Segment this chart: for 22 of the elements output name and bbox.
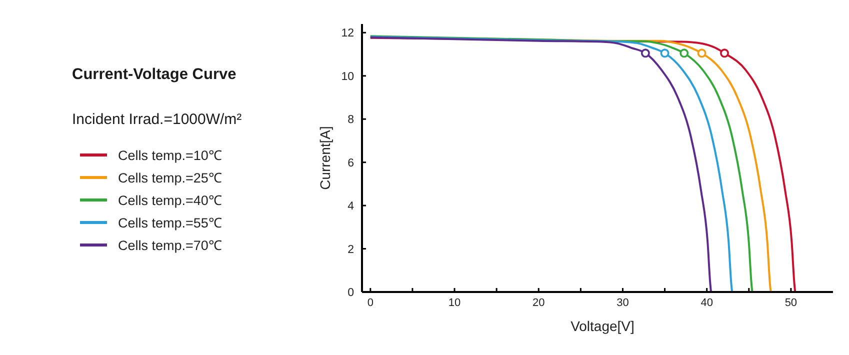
y-tick-label: 6 [348, 157, 354, 170]
legend-label: Cells temp.=70℃ [118, 238, 222, 253]
legend-label: Cells temp.=40℃ [118, 193, 222, 208]
x-axis-title: Voltage[V] [570, 318, 634, 334]
x-tick-label: 30 [616, 297, 629, 309]
y-tick-label: 8 [348, 114, 354, 126]
y-tick-label: 10 [341, 70, 354, 83]
text: Incident Irrad.=1000W/m² [72, 111, 242, 128]
x-tick-label: 0 [367, 297, 374, 309]
legend-label: Cells temp.=10℃ [118, 148, 222, 163]
y-axis-title: Current[A] [317, 126, 333, 190]
x-tick-label: 20 [532, 297, 545, 309]
y-tick-label: 0 [348, 287, 354, 300]
x-tick-label: 10 [448, 297, 461, 309]
legend-label: Cells temp.=25℃ [118, 170, 222, 186]
legend-label: Cells temp.=55℃ [118, 216, 222, 230]
y-tick-label: 4 [348, 200, 355, 213]
y-tick-label: 12 [341, 28, 354, 40]
y-tick-label: 2 [348, 244, 354, 256]
x-tick-label: 50 [784, 297, 798, 309]
text: Current-Voltage Curve [72, 66, 237, 83]
x-tick-label: 40 [700, 297, 713, 309]
